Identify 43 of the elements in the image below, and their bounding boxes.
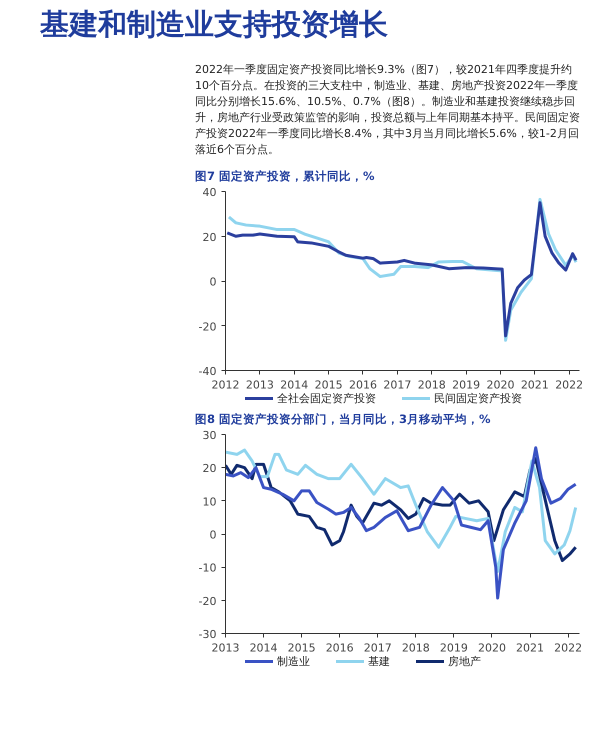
y-tick-label: -20 bbox=[198, 594, 216, 608]
x-tick-label: 2022 bbox=[554, 642, 582, 654]
y-tick-label: 30 bbox=[202, 429, 217, 442]
y-tick-label: -40 bbox=[198, 365, 216, 378]
legend-label: 基建 bbox=[368, 655, 390, 668]
x-tick-label: 2020 bbox=[478, 642, 506, 654]
x-tick-label: 2013 bbox=[246, 378, 274, 392]
x-tick-label: 2015 bbox=[314, 378, 343, 392]
x-tick-label: 2016 bbox=[348, 378, 377, 392]
x-tick-label: 2018 bbox=[418, 378, 446, 392]
x-tick-label: 2020 bbox=[486, 378, 514, 392]
x-tick-label: 2018 bbox=[402, 642, 430, 654]
x-tick-label: 2021 bbox=[520, 378, 549, 392]
x-tick-label: 2013 bbox=[212, 642, 240, 654]
legend-label: 制造业 bbox=[277, 655, 310, 668]
y-tick-label: 10 bbox=[202, 495, 217, 508]
x-tick-label: 2019 bbox=[440, 642, 468, 654]
y-tick-label: 0 bbox=[210, 276, 216, 288]
y-tick-label: -30 bbox=[198, 628, 216, 641]
y-tick-label: 0 bbox=[210, 528, 216, 542]
x-tick-label: 2016 bbox=[326, 642, 354, 654]
x-tick-label: 2015 bbox=[288, 642, 316, 654]
x-tick-label: 2021 bbox=[516, 642, 544, 654]
x-tick-label: 2022 bbox=[555, 378, 584, 392]
y-tick-label: 20 bbox=[202, 462, 217, 476]
legend-label: 房地产 bbox=[448, 655, 481, 668]
y-tick-label: -20 bbox=[198, 320, 216, 334]
x-tick-label: 2012 bbox=[212, 378, 240, 392]
x-tick-label: 2017 bbox=[383, 378, 412, 392]
chart-title: 基建和制造业支持投资增长 bbox=[40, 6, 388, 43]
x-tick-label: 2014 bbox=[280, 378, 308, 392]
y-tick-label: -10 bbox=[198, 562, 216, 575]
line-series bbox=[226, 446, 578, 600]
chart-subtitle: 图8 固定资产投资分部门，当月同比，3月移动平均，% bbox=[195, 411, 491, 428]
legend-label: 全社会固定资产投资 bbox=[277, 392, 376, 405]
text: 2022年一季度固定资产投资同比增长9.3%（图7），较2021年四季度提升约10个百分点。在投资的三大支柱中，制造业、基建、房地产投资2022年一季度同比分别增长15.6%、10.5%、0.7%（图8）。制造业和基建投资继续稳步回升，房地产行业受政策监管的影响，投资总额与上年同期基本持平。民间固定资产投资2022年一季度同比增长8.4%，其中3月当月同比增长5.6%，较1-2月回落近6个百分点。 bbox=[195, 62, 581, 158]
x-tick-label: 2014 bbox=[250, 642, 278, 654]
x-tick-label: 2019 bbox=[452, 378, 480, 392]
legend-label: 民间固定资产投资 bbox=[434, 392, 522, 405]
y-tick-label: 40 bbox=[202, 186, 217, 199]
chart-subtitle: 图7 固定资产投资，累计同比，% bbox=[195, 168, 375, 184]
y-tick-label: 20 bbox=[202, 230, 217, 244]
x-tick-label: 2017 bbox=[364, 642, 392, 654]
